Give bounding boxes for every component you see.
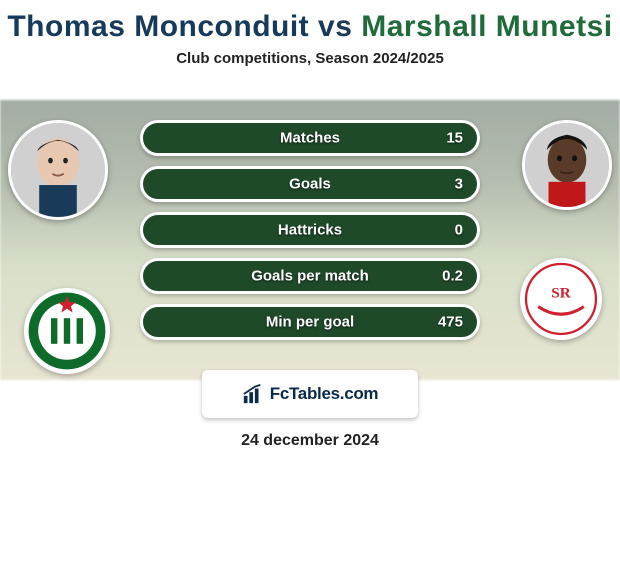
stat-bar-matches: Matches 15	[140, 120, 480, 156]
subtitle: Club competitions, Season 2024/2025	[0, 50, 620, 67]
player1-name: Thomas Monconduit	[7, 10, 309, 43]
stat-label: Matches	[280, 130, 340, 147]
stat-value: 0.2	[442, 268, 463, 285]
svg-text:SR: SR	[551, 284, 571, 301]
date-text: 24 december 2024	[241, 432, 379, 450]
stat-value: 475	[438, 314, 463, 331]
chart-icon	[242, 383, 264, 405]
player2-club-badge: SR	[520, 258, 602, 340]
stat-label: Goals per match	[251, 268, 369, 285]
stat-bar-goals: Goals 3	[140, 166, 480, 202]
stat-bar-hattricks: Hattricks 0	[140, 212, 480, 248]
stat-bar-min-per-goal: Min per goal 475	[140, 304, 480, 340]
stat-bar-goals-per-match: Goals per match 0.2	[140, 258, 480, 294]
brand-box: FcTables.com	[202, 370, 418, 418]
brand-text: FcTables.com	[270, 384, 379, 404]
player1-club-badge	[24, 288, 110, 374]
stat-bars: Matches 15 Goals 3 Hattricks 0 Goals per…	[140, 120, 480, 350]
page-title: Thomas Monconduit vs Marshall Munetsi	[0, 0, 620, 50]
stat-value: 15	[446, 130, 463, 147]
vs-separator: vs	[318, 10, 352, 43]
stat-value: 0	[455, 222, 463, 239]
stat-label: Min per goal	[266, 314, 354, 331]
stat-label: Hattricks	[278, 222, 342, 239]
player1-avatar	[8, 120, 108, 220]
player2-avatar	[522, 120, 612, 210]
stat-label: Goals	[289, 176, 331, 193]
stat-value: 3	[455, 176, 463, 193]
player2-name: Marshall Munetsi	[361, 10, 612, 43]
